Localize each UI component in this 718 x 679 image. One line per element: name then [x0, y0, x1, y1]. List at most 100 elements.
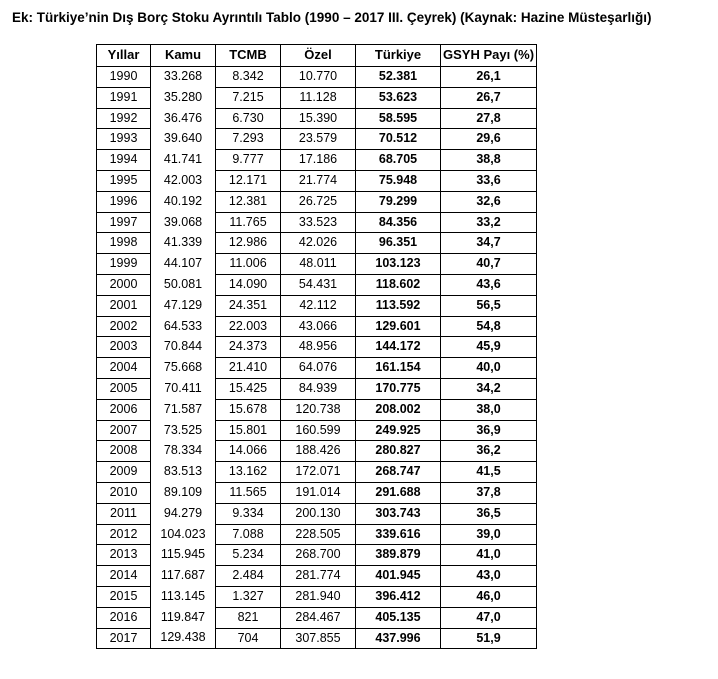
year-cell: 2001: [96, 294, 151, 317]
kamu-cell: 83.513: [150, 461, 216, 483]
kamu-cell: 64.533: [150, 316, 216, 337]
gsyh-share-cell: 26,1: [439, 66, 538, 88]
tcmb-cell: 15.678: [215, 398, 281, 421]
gsyh-share-cell: 43,6: [439, 273, 538, 296]
table-row: 2000 50.081 14.090 54.431 118.602 43,6: [96, 273, 538, 296]
table-row: 2016 119.847 821 284.467 405.135 47,0: [96, 606, 538, 629]
tcmb-cell: 11.006: [215, 253, 281, 275]
year-cell: 2013: [96, 544, 151, 567]
turkiye-cell: 170.775: [355, 377, 441, 400]
gsyh-share-cell: 32,6: [439, 190, 538, 213]
table-row: 1996 40.192 12.381 26.725 79.299 32,6: [96, 190, 538, 213]
turkiye-cell: 113.592: [355, 294, 441, 317]
turkiye-cell: 129.601: [355, 315, 441, 338]
table-row: 2002 64.533 22.003 43.066 129.601 54,8: [96, 315, 538, 338]
turkiye-cell: 84.356: [355, 211, 441, 234]
tcmb-cell: 9.777: [215, 149, 281, 171]
turkiye-cell: 249.925: [355, 419, 441, 442]
tcmb-cell: 7.088: [215, 523, 281, 546]
ozel-cell: 268.700: [280, 544, 356, 567]
tcmb-cell: 24.373: [215, 336, 281, 359]
year-cell: 2007: [96, 419, 151, 442]
header-row: Yıllar Kamu TCMB Özel Türkiye GSYH Payı …: [96, 44, 538, 67]
turkiye-cell: 161.154: [355, 357, 441, 379]
gsyh-share-cell: 33,6: [439, 169, 538, 192]
turkiye-cell: 339.616: [355, 523, 441, 546]
table-row: 2008 78.334 14.066 188.426 280.827 36,2: [96, 440, 538, 463]
gsyh-share-cell: 46,0: [439, 585, 538, 608]
year-cell: 2009: [96, 461, 151, 483]
table-row: 1994 41.741 9.777 17.186 68.705 38,8: [96, 149, 538, 171]
ozel-cell: 15.390: [280, 107, 356, 130]
table-row: 1997 39.068 11.765 33.523 84.356 33,2: [96, 211, 538, 234]
tcmb-cell: 14.090: [215, 273, 281, 296]
tcmb-cell: 8.342: [215, 66, 281, 88]
table-header: Yıllar Kamu TCMB Özel Türkiye GSYH Payı …: [96, 44, 538, 67]
gsyh-share-cell: 36,2: [439, 440, 538, 463]
kamu-cell: 94.279: [150, 503, 216, 525]
tcmb-cell: 7.293: [215, 128, 281, 151]
year-cell: 1994: [96, 149, 151, 171]
table-row: 2015 113.145 1.327 281.940 396.412 46,0: [96, 585, 538, 608]
gsyh-share-cell: 29,6: [439, 128, 538, 151]
ozel-cell: 191.014: [280, 481, 356, 504]
table-row: 2001 47.129 24.351 42.112 113.592 56,5: [96, 294, 538, 317]
turkiye-cell: 268.747: [355, 461, 441, 483]
table-row: 1993 39.640 7.293 23.579 70.512 29,6: [96, 128, 538, 151]
kamu-cell: 104.023: [150, 524, 216, 545]
table-row: 2014 117.687 2.484 281.774 401.945 43,0: [96, 565, 538, 587]
table-row: 2013 115.945 5.234 268.700 389.879 41,0: [96, 544, 538, 567]
tcmb-cell: 11.765: [215, 211, 281, 234]
gsyh-share-cell: 33,2: [439, 211, 538, 234]
turkiye-cell: 405.135: [355, 606, 441, 629]
tcmb-cell: 11.565: [215, 481, 281, 504]
year-cell: 1991: [96, 86, 151, 109]
kamu-cell: 71.587: [150, 399, 216, 421]
external-debt-table: Yıllar Kamu TCMB Özel Türkiye GSYH Payı …: [96, 44, 538, 650]
column-header-turkiye: Türkiye: [355, 44, 441, 67]
year-cell: 2010: [96, 481, 151, 504]
gsyh-share-cell: 26,7: [439, 86, 538, 109]
year-cell: 1999: [96, 253, 151, 275]
year-cell: 2016: [96, 606, 151, 629]
ozel-cell: 172.071: [280, 461, 356, 483]
tcmb-cell: 13.162: [215, 461, 281, 483]
tcmb-cell: 5.234: [215, 544, 281, 567]
tcmb-cell: 14.066: [215, 440, 281, 463]
gsyh-share-cell: 51,9: [439, 627, 538, 650]
tcmb-cell: 21.410: [215, 357, 281, 379]
tcmb-cell: 7.215: [215, 86, 281, 109]
gsyh-share-cell: 56,5: [439, 294, 538, 317]
gsyh-share-cell: 45,9: [439, 336, 538, 359]
gsyh-share-cell: 41,5: [439, 461, 538, 483]
ozel-cell: 42.026: [280, 232, 356, 255]
table-row: 2003 70.844 24.373 48.956 144.172 45,9: [96, 336, 538, 359]
gsyh-share-cell: 47,0: [439, 606, 538, 629]
year-cell: 1992: [96, 107, 151, 130]
gsyh-share-cell: 37,8: [439, 481, 538, 504]
turkiye-cell: 303.743: [355, 502, 441, 525]
tcmb-cell: 15.425: [215, 377, 281, 400]
table-row: 1991 35.280 7.215 11.128 53.623 26,7: [96, 86, 538, 109]
turkiye-cell: 52.381: [355, 66, 441, 88]
year-cell: 2002: [96, 315, 151, 338]
year-cell: 2008: [96, 440, 151, 463]
gsyh-share-cell: 38,8: [439, 149, 538, 171]
year-cell: 2000: [96, 273, 151, 296]
kamu-cell: 70.411: [150, 378, 216, 400]
ozel-cell: 48.956: [280, 336, 356, 359]
table-row: 2011 94.279 9.334 200.130 303.743 36,5: [96, 502, 538, 525]
table-title: Ek: Türkiye’nin Dış Borç Stoku Ayrıntılı…: [12, 10, 652, 25]
turkiye-cell: 437.996: [355, 627, 441, 650]
kamu-cell: 119.847: [150, 607, 216, 629]
turkiye-cell: 58.595: [355, 107, 441, 130]
ozel-cell: 23.579: [280, 128, 356, 151]
gsyh-share-cell: 40,7: [439, 253, 538, 275]
year-cell: 1996: [96, 190, 151, 213]
turkiye-cell: 144.172: [355, 336, 441, 359]
gsyh-share-cell: 41,0: [439, 544, 538, 567]
table-row: 1990 33.268 8.342 10.770 52.381 26,1: [96, 66, 538, 88]
ozel-cell: 11.128: [280, 86, 356, 109]
gsyh-share-cell: 43,0: [439, 565, 538, 587]
